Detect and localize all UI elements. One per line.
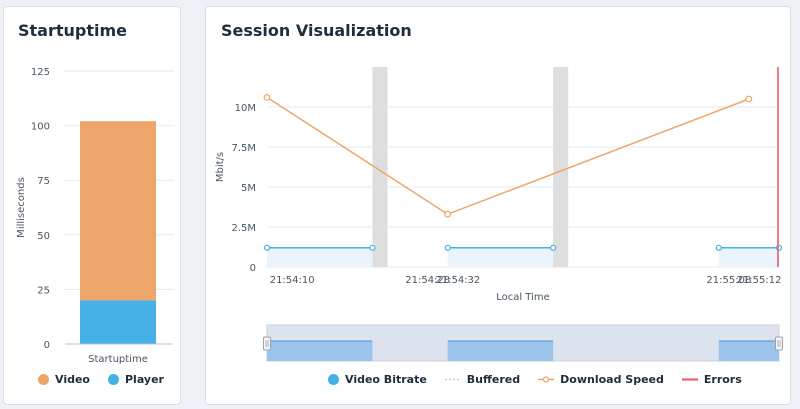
navigator-bitrate-area — [447, 341, 554, 361]
y-tick-label: 125 — [31, 67, 50, 78]
bitrate-point — [263, 244, 271, 251]
x-tick-label: 21:54:28 — [405, 275, 450, 286]
startuptime-chart: 0 25 50 75 100 125 Startuptime Milliseconds — [16, 67, 174, 365]
legend-item-video-bitrate[interactable]: Video Bitrate — [328, 373, 427, 386]
startuptime-legend: Video Player — [38, 373, 164, 386]
legend-label: Buffered — [466, 373, 521, 386]
download-speed-line — [266, 96, 750, 216]
legend-dot-icon — [38, 374, 49, 385]
y-tick-label: 7.5M — [231, 143, 256, 154]
x-tick-label: Startuptime — [88, 354, 148, 365]
legend-label: Download Speed — [560, 373, 664, 386]
legend-line-icon — [681, 378, 698, 381]
session-title: Session Visualization — [221, 21, 412, 40]
navigator-left-handle[interactable] — [263, 336, 271, 351]
y-tick-label: 100 — [31, 122, 50, 133]
navigator-right-handle[interactable] — [775, 336, 783, 351]
navigator-bitrate-area — [718, 341, 779, 361]
bitrate-area — [267, 247, 373, 267]
legend-item-download-speed[interactable]: Download Speed — [538, 373, 664, 386]
bitrate-point — [444, 244, 451, 251]
legend-item-video[interactable]: Video — [38, 373, 90, 386]
navigator — [263, 324, 783, 362]
y-axis-label: Milliseconds — [16, 177, 27, 238]
startuptime-card: Startuptime 0 25 50 75 100 125 Startuptime Mill… — [3, 6, 181, 405]
legend-dot-icon — [107, 374, 119, 385]
legend-label: Errors — [703, 373, 742, 386]
legend-label: Player — [124, 373, 164, 386]
legend-dash-line-icon — [444, 378, 461, 381]
download-speed-point — [444, 210, 452, 218]
buffered-band — [553, 67, 569, 267]
session-visualization-card: Session Visualization 0 2.5M 5M 7.5M 10M 21:5… — [205, 6, 791, 405]
legend-item-buffered[interactable]: Buffered — [444, 373, 521, 386]
y-tick-label: 2.5M — [231, 223, 256, 234]
bitrate-point — [550, 244, 557, 251]
bar-video — [80, 121, 156, 301]
y-tick-label: 0 — [250, 263, 256, 274]
x-tick-label: 21:55:12 — [737, 275, 782, 286]
y-tick-label: 75 — [37, 176, 50, 187]
y-tick-label: 25 — [37, 285, 50, 296]
x-tick-label: 21:54:32 — [435, 275, 480, 286]
x-tick-label: 21:55:08 — [706, 275, 751, 286]
session-legend: Video Bitrate Buffered Download Speed Error… — [328, 373, 742, 386]
navigator-bitrate-area — [267, 341, 373, 361]
legend-line-circle-icon — [538, 376, 555, 383]
bitrate-area — [718, 247, 779, 267]
x-tick-label: 21:54:10 — [270, 275, 315, 286]
buffered-band — [372, 67, 388, 267]
legend-label: Video Bitrate — [345, 373, 427, 386]
y-tick-label: 5M — [241, 183, 256, 194]
y-axis-label: Mbit/s — [215, 152, 226, 182]
legend-label: Video — [55, 373, 90, 386]
bitrate-area — [447, 247, 554, 267]
x-axis-label: Local Time — [496, 292, 550, 303]
y-tick-label: 0 — [44, 340, 50, 351]
bar-player — [80, 300, 156, 344]
legend-item-player[interactable]: Player — [107, 373, 164, 386]
y-tick-label: 10M — [235, 103, 256, 114]
bitrate-point — [715, 244, 722, 251]
bitrate-point — [369, 244, 376, 251]
download-speed-point — [263, 93, 271, 101]
legend-item-errors[interactable]: Errors — [681, 373, 742, 386]
startuptime-title: Startuptime — [18, 21, 128, 40]
download-speed-point — [745, 95, 753, 103]
y-tick-label: 50 — [37, 231, 50, 242]
legend-dot-icon — [328, 374, 339, 385]
